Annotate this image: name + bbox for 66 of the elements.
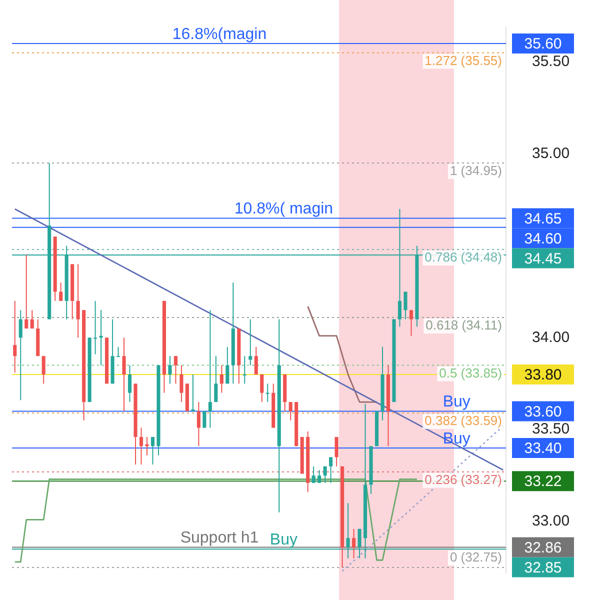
candlestick	[145, 436, 149, 456]
text: 33.40	[524, 440, 562, 458]
candlestick	[288, 402, 292, 421]
ref-line-label: 0.236 (33.27)	[424, 472, 502, 487]
candlestick	[409, 310, 413, 336]
text: 34.45	[524, 250, 562, 268]
text: 34.65	[524, 210, 562, 228]
text: 35.60	[524, 36, 562, 53]
candlestick	[312, 466, 316, 484]
text: 32.85	[524, 559, 562, 576]
ref-line-label: Buy	[442, 394, 470, 411]
candlestick	[260, 374, 264, 403]
text: 33.80	[524, 366, 562, 384]
ref-line-label: 0.786 (34.48)	[424, 250, 502, 265]
ref-line-label: Support h1	[180, 530, 259, 547]
text: 32.86	[524, 539, 562, 556]
candlestick	[116, 346, 120, 358]
ref-line-label: 10.8%( magin	[234, 200, 334, 218]
y-tick-label: 34.00	[532, 328, 570, 346]
candlestick	[59, 282, 63, 302]
candlestick	[180, 364, 184, 403]
candlestick	[242, 356, 246, 384]
candlestick	[94, 300, 98, 355]
ref-line-label: 0.5 (33.85)	[439, 365, 502, 380]
candlestick	[168, 356, 172, 384]
candlestick	[76, 264, 80, 338]
ref-line-label: 0.618 (34.11)	[426, 318, 502, 333]
candlestick	[329, 456, 333, 484]
ref-line-label: Buy	[442, 430, 470, 448]
candlestick	[196, 402, 200, 447]
candlestick	[202, 410, 206, 428]
ref-line-label: Buy	[270, 532, 298, 549]
candlestick	[334, 436, 338, 467]
candlestick	[24, 254, 28, 329]
candlestick	[248, 318, 252, 366]
candlestick	[174, 356, 178, 384]
text: 34.60	[524, 230, 562, 248]
candlestick	[352, 528, 356, 559]
candlestick	[18, 310, 22, 401]
ref-line-label: 16.8%(magin	[172, 26, 267, 43]
candlestick	[139, 427, 144, 466]
candlestick	[254, 346, 258, 375]
y-tick-label: 33.50	[532, 420, 570, 438]
candlestick	[226, 346, 230, 384]
candlestick	[13, 300, 17, 374]
y-tick-label: 35.50	[532, 53, 570, 70]
candlestick	[266, 383, 270, 403]
candlestick	[323, 466, 327, 484]
candlestick	[214, 356, 218, 403]
candlestick	[208, 310, 212, 428]
candlestick	[220, 364, 224, 394]
candlestick	[30, 310, 34, 329]
ref-line-label: 1.272 (35.55)	[424, 52, 502, 68]
candlestick	[318, 470, 322, 484]
candlestick	[404, 291, 408, 320]
candlestick	[42, 356, 46, 384]
ref-line-label: 0.382 (33.59)	[424, 413, 502, 428]
candlestick	[150, 436, 155, 466]
candlestick	[122, 337, 126, 412]
candlestick	[128, 364, 132, 403]
ref-line-label: 0 (32.75)	[450, 550, 502, 565]
y-tick-label: 35.00	[532, 144, 570, 162]
ref-line-label: 1 (34.95)	[450, 163, 502, 178]
text: 33.60	[524, 403, 562, 420]
y-tick-label: 33.00	[532, 512, 570, 530]
text: 33.22	[524, 473, 562, 490]
